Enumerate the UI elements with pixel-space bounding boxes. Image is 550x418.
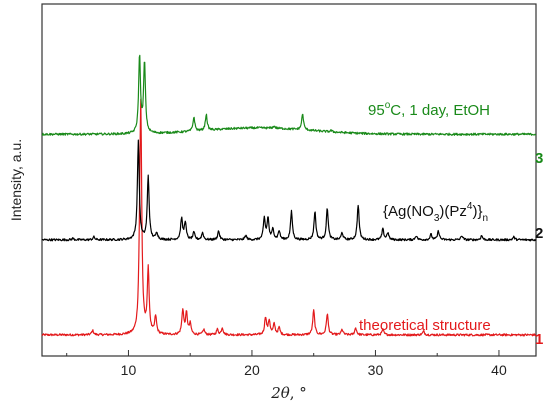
series-2-number: 2 xyxy=(535,225,543,242)
plot-frame xyxy=(41,3,537,357)
series-2-annotation: {Ag(NO3)(Pz4)}n xyxy=(383,201,488,224)
x-tick-label: 40 xyxy=(491,362,507,378)
x-tick-label: 10 xyxy=(121,362,137,378)
x-tick-label: 20 xyxy=(244,362,260,378)
series-1-line xyxy=(41,98,537,337)
y-axis-label: Intensity, a.u. xyxy=(8,139,24,221)
series-2-line xyxy=(41,139,537,242)
series-3-line xyxy=(41,54,537,136)
x-axis-label: 2θ, ° xyxy=(270,384,307,402)
series-3-number: 3 xyxy=(535,150,543,167)
series-1-number: 1 xyxy=(535,331,543,348)
series-3-annotation: 95oC, 1 day, EtOH xyxy=(368,100,490,119)
x-tick-label: 30 xyxy=(368,362,384,378)
series-1-annotation: theoretical structure xyxy=(359,317,491,334)
